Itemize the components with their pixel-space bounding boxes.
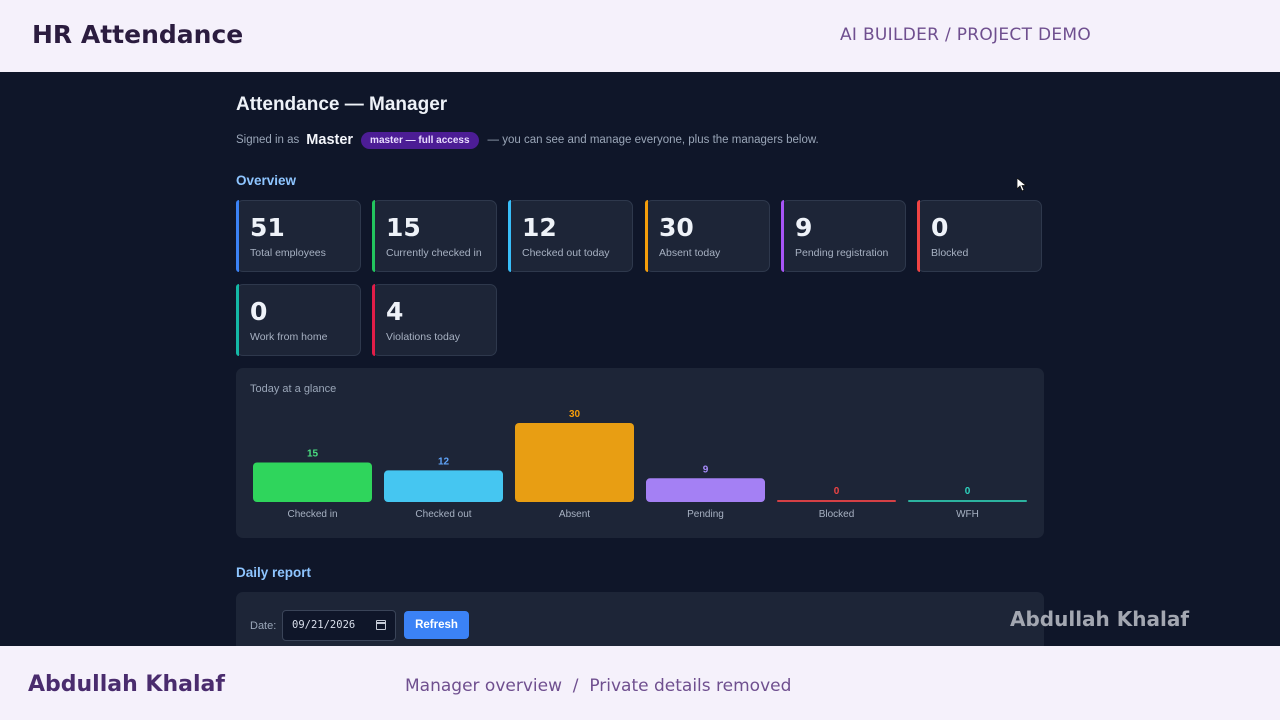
- stat-value: 4: [386, 297, 404, 326]
- bar-checked-in: [253, 462, 372, 502]
- card-accent: [372, 200, 375, 272]
- stat-label: Work from home: [250, 331, 328, 343]
- card-accent: [236, 200, 239, 272]
- bar-checked-out: [384, 470, 503, 502]
- top-banner: HR Attendance AI BUILDER / PROJECT DEMO: [0, 0, 1280, 72]
- stat-card-total-employees[interactable]: 51 Total employees: [236, 200, 361, 272]
- footer-caption: Manager overview / Private details remov…: [405, 676, 792, 696]
- bar-value-label: 15: [307, 449, 319, 460]
- stat-value: 0: [931, 213, 949, 242]
- role-badge: master — full access: [361, 131, 479, 149]
- bottom-banner: Abdullah Khalaf Manager overview / Priva…: [0, 646, 1280, 720]
- daily-report-title: Daily report: [236, 565, 312, 580]
- signed-in-prefix: Signed in as: [236, 134, 300, 146]
- bar-value-label: 12: [438, 456, 450, 467]
- stat-label: Absent today: [659, 247, 721, 259]
- bar-category-label: WFH: [956, 509, 979, 520]
- calendar-icon[interactable]: [376, 620, 386, 630]
- date-label: Date:: [250, 620, 277, 632]
- bar-value-label: 9: [703, 464, 709, 475]
- main-content: Attendance — Manager Signed in as Master…: [236, 72, 1044, 652]
- bar-category-label: Checked in: [287, 509, 337, 520]
- stat-label: Total employees: [250, 247, 326, 259]
- mouse-cursor-icon: [1017, 178, 1027, 192]
- bar-category-label: Blocked: [819, 509, 855, 520]
- bar-pending: [646, 478, 765, 502]
- attendance-bar-chart: 15 Checked in 12 Checked out 30 Absent 9 Pendin…: [253, 409, 1027, 520]
- date-input[interactable]: 09/21/2026: [282, 610, 396, 641]
- project-breadcrumb: AI BUILDER / PROJECT DEMO: [840, 25, 1092, 45]
- signed-in-row: Signed in as Master master — full access…: [236, 130, 819, 150]
- bar-category-label: Absent: [559, 509, 590, 520]
- bar-category-label: Pending: [687, 509, 724, 520]
- today-at-a-glance-panel: Today at a glance 15 Checked in 12 Checked …: [236, 368, 1044, 538]
- app-title: HR Attendance: [32, 20, 244, 49]
- stat-value: 12: [522, 213, 557, 242]
- date-value: 09/21/2026: [292, 619, 356, 631]
- signed-in-suffix: — you can see and manage everyone, plus …: [487, 134, 819, 146]
- card-accent: [781, 200, 784, 272]
- author-watermark: Abdullah Khalaf: [1010, 607, 1190, 631]
- stat-label: Currently checked in: [386, 247, 482, 259]
- card-accent: [508, 200, 511, 272]
- stat-value: 30: [659, 213, 694, 242]
- stat-value: 51: [250, 213, 285, 242]
- refresh-button[interactable]: Refresh: [404, 611, 469, 639]
- stat-card-pending[interactable]: 9 Pending registration: [781, 200, 906, 272]
- stat-value: 9: [795, 213, 813, 242]
- stat-card-checked-in[interactable]: 15 Currently checked in: [372, 200, 497, 272]
- bar-blocked: [777, 500, 896, 502]
- stat-label: Checked out today: [522, 247, 610, 259]
- stat-value: 15: [386, 213, 421, 242]
- card-accent: [917, 200, 920, 272]
- stat-label: Blocked: [931, 247, 969, 259]
- bar-value-label: 30: [569, 409, 581, 420]
- stat-card-blocked[interactable]: 0 Blocked: [917, 200, 1042, 272]
- card-accent: [236, 284, 239, 356]
- overview-title: Overview: [236, 173, 297, 188]
- author-name: Abdullah Khalaf: [28, 672, 225, 697]
- daily-report-panel: Date: 09/21/2026 Refresh: [236, 592, 1044, 652]
- user-name: Master: [306, 132, 354, 148]
- card-accent: [372, 284, 375, 356]
- stat-label: Pending registration: [795, 247, 889, 259]
- stat-label: Violations today: [386, 331, 460, 343]
- page-title: Attendance — Manager: [236, 94, 448, 115]
- stat-card-work-from-home[interactable]: 0 Work from home: [236, 284, 361, 356]
- card-accent: [645, 200, 648, 272]
- stat-card-violations[interactable]: 4 Violations today: [372, 284, 497, 356]
- bar-category-label: Checked out: [415, 509, 471, 520]
- bar-value-label: 0: [965, 486, 971, 497]
- stat-card-absent[interactable]: 30 Absent today: [645, 200, 770, 272]
- stat-value: 0: [250, 297, 268, 326]
- bar-wfh: [908, 500, 1027, 502]
- stat-card-checked-out[interactable]: 12 Checked out today: [508, 200, 633, 272]
- bar-value-label: 0: [834, 486, 840, 497]
- glance-title: Today at a glance: [250, 383, 337, 395]
- bar-absent: [515, 423, 634, 502]
